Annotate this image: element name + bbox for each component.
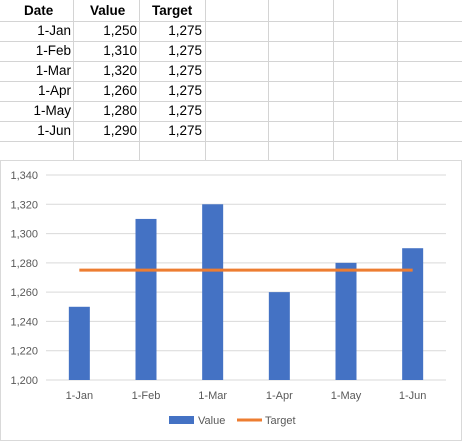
cell-value[interactable]: 1,310 xyxy=(103,43,137,58)
bar-value xyxy=(68,306,90,380)
row-divider xyxy=(0,61,462,62)
cell-value[interactable]: 1,260 xyxy=(103,83,137,98)
col-divider xyxy=(333,0,334,160)
cell-target[interactable]: 1,275 xyxy=(168,123,202,138)
cell-target[interactable]: 1,275 xyxy=(168,63,202,78)
cell-target[interactable]: 1,275 xyxy=(168,103,202,118)
combo-chart[interactable]: 1,200 1,220 1,240 1,260 1,280 1,300 1,320 1,340… xyxy=(0,160,462,441)
legend-label-value: Value xyxy=(198,415,225,427)
cell-date[interactable]: 1-Jan xyxy=(37,23,71,38)
col-divider xyxy=(205,0,206,160)
bar-value xyxy=(202,204,224,380)
cell-target[interactable]: 1,275 xyxy=(168,83,202,98)
cell-date[interactable]: 1-Apr xyxy=(37,83,71,98)
cell-value[interactable]: 1,280 xyxy=(103,103,137,118)
col-divider xyxy=(397,0,398,160)
bar-value xyxy=(268,292,290,380)
x-tick-label: 1-Mar xyxy=(198,390,227,402)
row-divider xyxy=(0,81,462,82)
cell-date[interactable]: 1-Jun xyxy=(37,123,71,138)
row-divider xyxy=(0,121,462,122)
header-target[interactable]: Target xyxy=(152,3,193,18)
cell-target[interactable]: 1,275 xyxy=(168,43,202,58)
y-tick-label: 1,220 xyxy=(10,346,38,358)
y-tick-label: 1,300 xyxy=(10,229,38,241)
x-tick-label: 1-Feb xyxy=(132,390,161,402)
y-tick-label: 1,200 xyxy=(10,375,38,387)
row-divider xyxy=(0,101,462,102)
cell-target[interactable]: 1,275 xyxy=(168,23,202,38)
bar-value xyxy=(335,262,357,380)
bar-value xyxy=(402,248,424,380)
y-tick-label: 1,320 xyxy=(10,199,38,211)
row-divider xyxy=(0,41,462,42)
y-tick-label: 1,240 xyxy=(10,316,38,328)
chart-plot: 1,200 1,220 1,240 1,260 1,280 1,300 1,320 1,340… xyxy=(10,170,446,427)
row-divider xyxy=(0,141,462,142)
row-divider xyxy=(0,21,462,22)
x-tick-label: 1-May xyxy=(331,390,362,402)
cell-date[interactable]: 1-Mar xyxy=(35,63,71,78)
cell-value[interactable]: 1,320 xyxy=(103,63,137,78)
x-tick-label: 1-Apr xyxy=(266,390,293,402)
header-value[interactable]: Value xyxy=(90,3,126,18)
x-tick-label: 1-Jun xyxy=(399,390,427,402)
col-divider xyxy=(73,0,74,160)
legend-swatch-value xyxy=(169,416,194,424)
cell-date[interactable]: 1-Feb xyxy=(35,43,71,58)
header-date[interactable]: Date xyxy=(24,3,54,18)
cell-value[interactable]: 1,290 xyxy=(103,123,137,138)
y-tick-label: 1,280 xyxy=(10,258,38,270)
y-tick-label: 1,340 xyxy=(10,170,38,182)
bar-value xyxy=(135,218,157,380)
cell-value[interactable]: 1,250 xyxy=(103,23,137,38)
y-tick-label: 1,260 xyxy=(10,287,38,299)
legend-label-target: Target xyxy=(265,415,296,427)
x-tick-label: 1-Jan xyxy=(66,390,94,402)
col-divider xyxy=(268,0,269,160)
cell-date[interactable]: 1-May xyxy=(33,103,71,118)
col-divider xyxy=(139,0,140,160)
